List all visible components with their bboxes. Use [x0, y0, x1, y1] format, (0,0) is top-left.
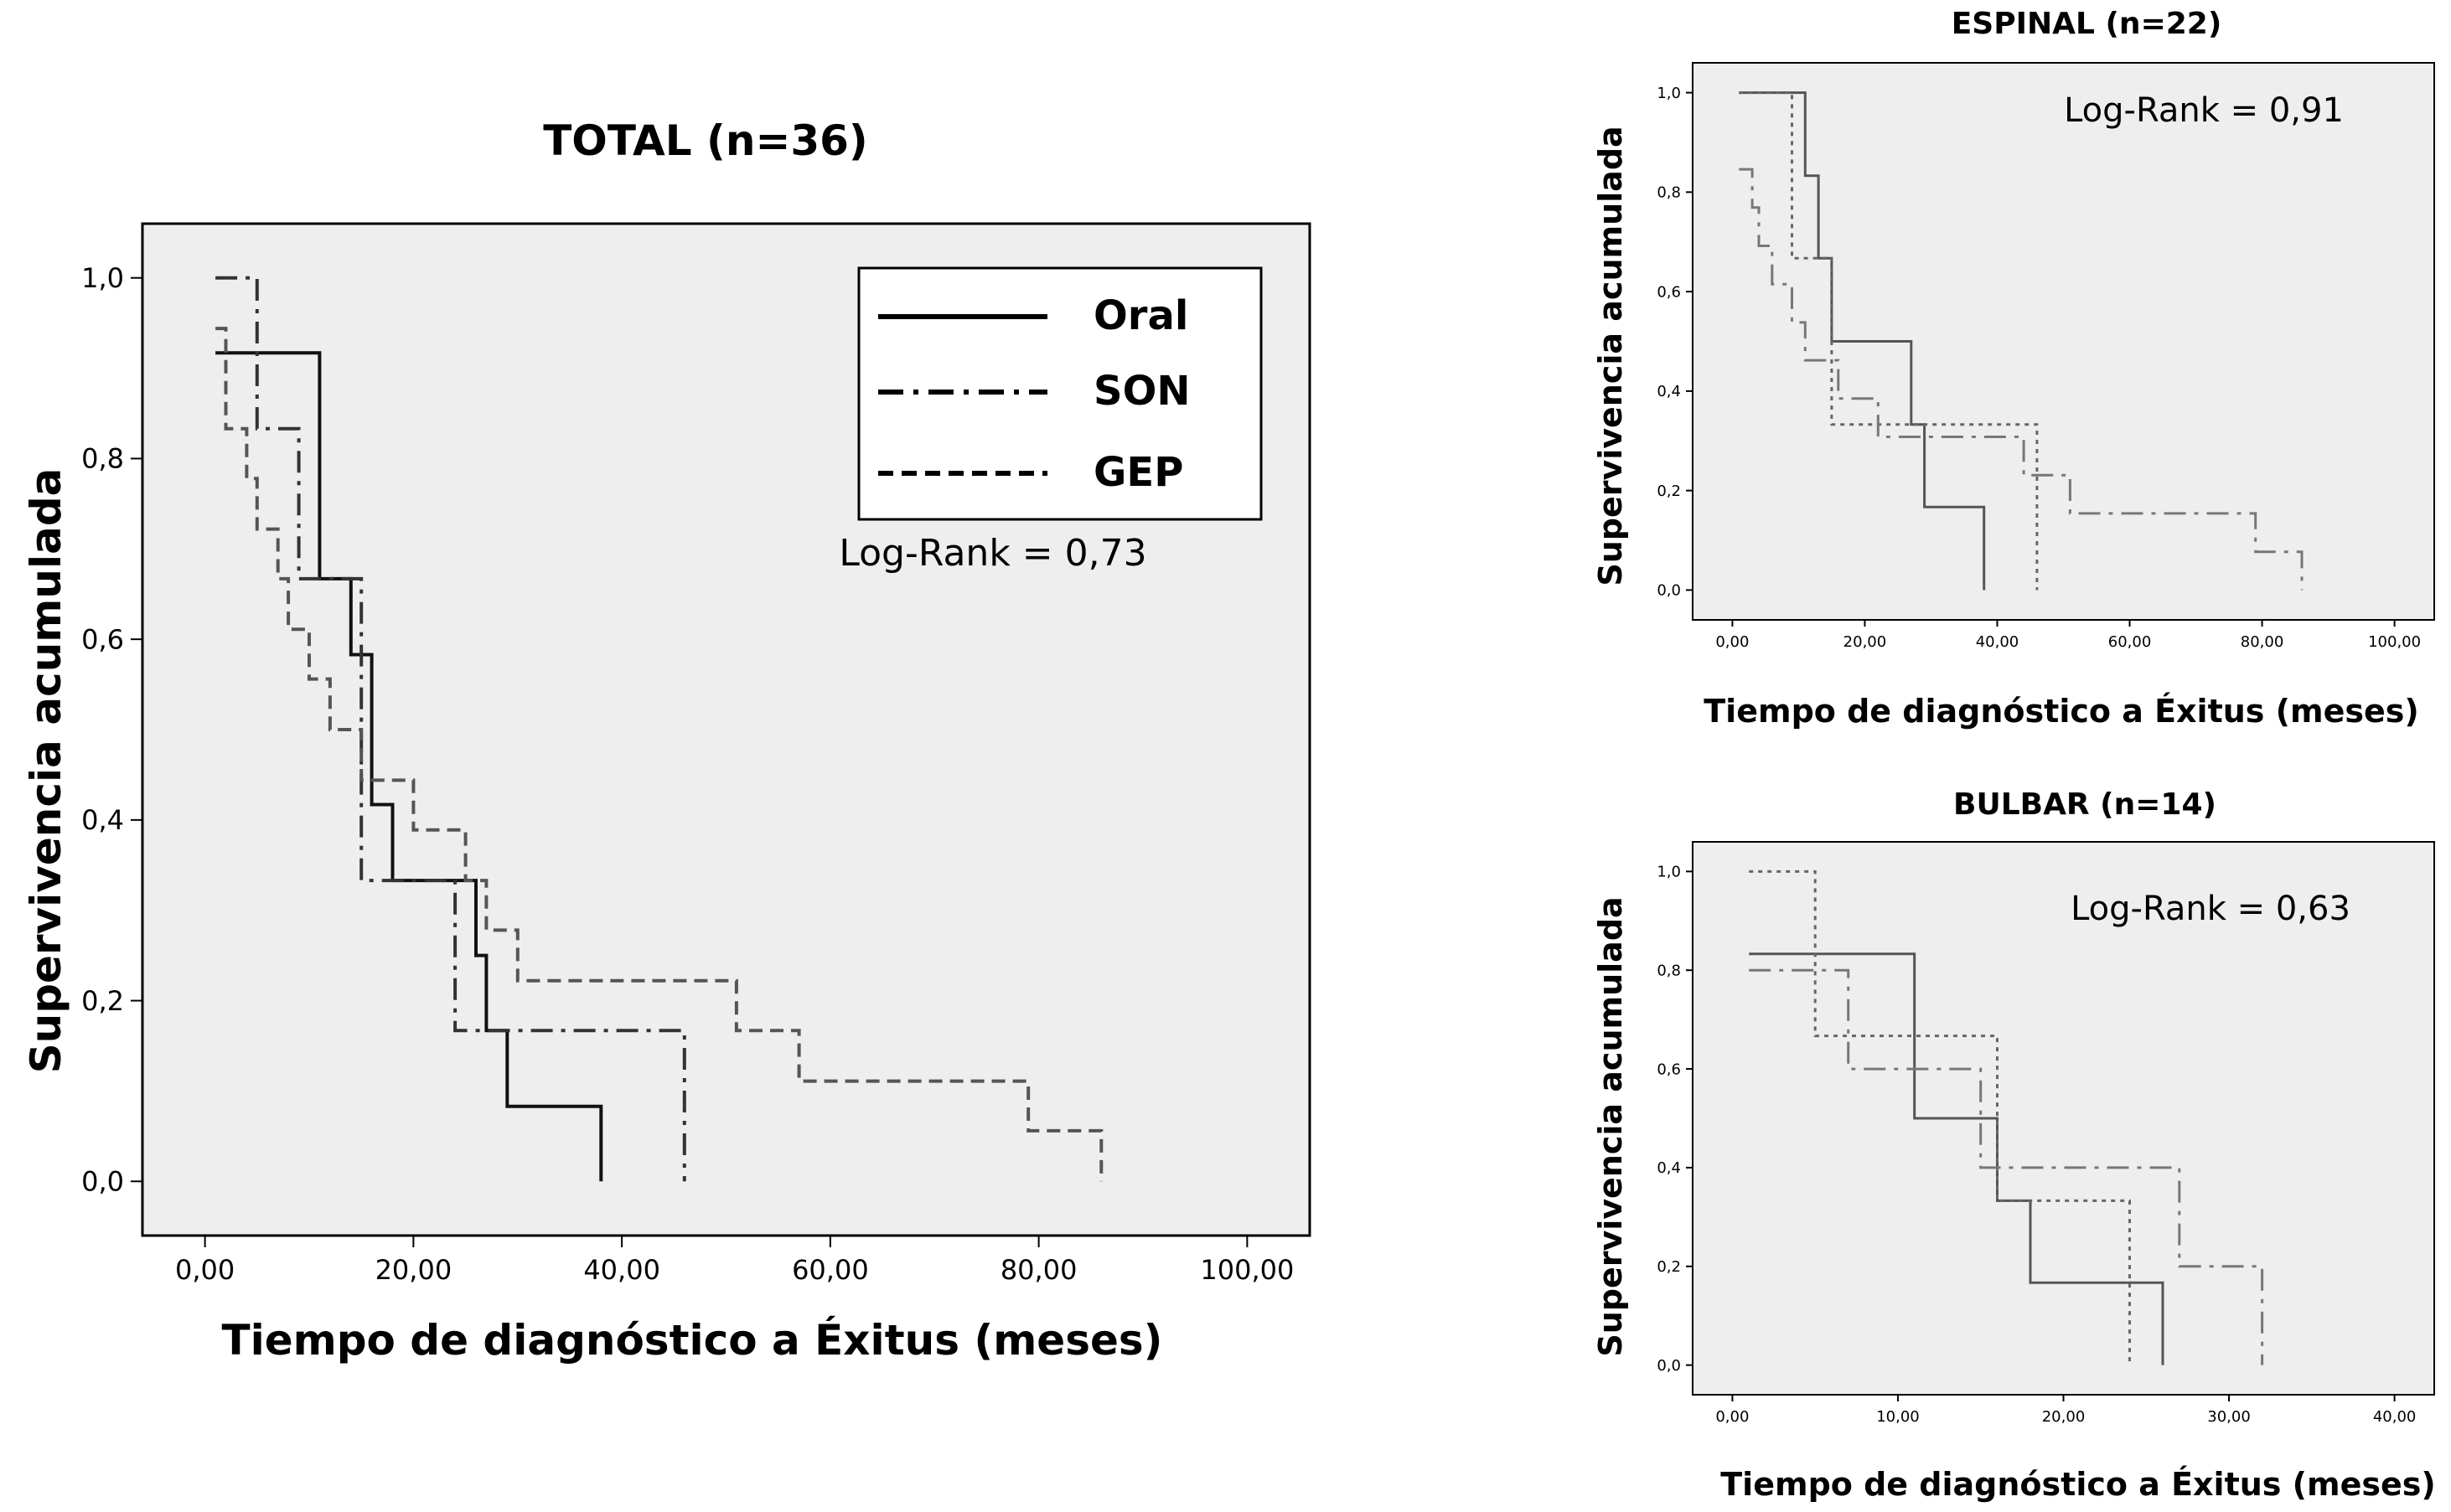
espinal-curve-series-2 — [1739, 91, 2039, 591]
total-legend: Oral SON GEP — [857, 266, 1263, 521]
bulbar-curve-series-1 — [1749, 952, 2164, 1365]
total-x-axis: 0,00 20,00 40,00 60,00 80,00 100,00 — [175, 1236, 1294, 1286]
bulbar-log-rank: Log-Rank = 0,63 — [2071, 890, 2350, 928]
espinal-x-tick-label: 40,00 — [1976, 633, 2019, 651]
legend-label-oral: Oral — [1094, 292, 1188, 339]
espinal-y-tick-label: 1,0 — [1657, 85, 1681, 102]
total-x-tick-label: 40,00 — [583, 1254, 660, 1286]
total-curve-son — [215, 276, 686, 1182]
espinal-x-axis: 0,00 20,00 40,00 60,00 80,00 100,00 — [1715, 620, 2421, 651]
panel-bulbar: BULBAR (n=14) 0,0 0,2 0,4 0,6 0,8 1,0 0,00 10,… — [1592, 787, 2436, 1503]
total-legend-box — [857, 266, 1263, 521]
bulbar-y-axis-label: Supervivencia acumulada — [1592, 896, 1629, 1356]
espinal-title: ESPINAL (n=22) — [1952, 7, 2222, 41]
espinal-y-axis: 0,0 0,2 0,4 0,6 0,8 1,0 — [1657, 85, 1693, 600]
total-curve-gep — [215, 327, 1104, 1182]
espinal-curves — [1739, 91, 2304, 591]
espinal-x-tick-label: 20,00 — [1843, 633, 1887, 651]
bulbar-y-tick-label: 0,4 — [1657, 1159, 1681, 1177]
total-x-tick-label: 20,00 — [375, 1254, 452, 1286]
bulbar-x-tick-label: 40,00 — [2373, 1408, 2417, 1426]
espinal-y-tick-label: 0,8 — [1657, 184, 1681, 202]
bulbar-y-axis: 0,0 0,2 0,4 0,6 0,8 1,0 — [1657, 864, 1693, 1375]
legend-label-gep: GEP — [1094, 449, 1183, 496]
total-x-tick-label: 100,00 — [1200, 1254, 1294, 1286]
bulbar-curves — [1749, 870, 2264, 1365]
espinal-x-tick-label: 60,00 — [2108, 633, 2152, 651]
total-curves — [215, 276, 1104, 1182]
espinal-plot-area — [1692, 62, 2435, 621]
bulbar-x-tick-label: 0,00 — [1715, 1408, 1749, 1426]
bulbar-plot-area — [1692, 841, 2435, 1396]
total-x-axis-label: Tiempo de diagnóstico a Éxitus (meses) — [221, 1315, 1162, 1365]
espinal-y-tick-label: 0,4 — [1657, 383, 1681, 400]
bulbar-y-tick-label: 0,8 — [1657, 962, 1681, 980]
bulbar-y-tick-label: 0,6 — [1657, 1060, 1681, 1078]
total-y-tick-label: 0,6 — [81, 623, 124, 655]
bulbar-x-tick-label: 10,00 — [1876, 1408, 1920, 1426]
total-title: TOTAL (n=36) — [543, 116, 868, 165]
total-y-tick-label: 0,2 — [81, 985, 124, 1017]
bulbar-y-tick-label: 1,0 — [1657, 864, 1681, 881]
total-x-tick-label: 0,00 — [175, 1254, 235, 1286]
total-y-tick-label: 0,8 — [81, 443, 124, 475]
espinal-y-tick-label: 0,2 — [1657, 482, 1681, 500]
bulbar-x-axis: 0,00 10,00 20,00 30,00 40,00 — [1715, 1395, 2416, 1426]
bulbar-x-tick-label: 30,00 — [2207, 1408, 2251, 1426]
espinal-y-tick-label: 0,0 — [1657, 582, 1681, 600]
total-y-axis-label: Supervivencia acumulada — [22, 468, 70, 1074]
bulbar-title: BULBAR (n=14) — [1953, 787, 2216, 822]
espinal-x-axis-label: Tiempo de diagnóstico a Éxitus (meses) — [1704, 693, 2419, 730]
bulbar-y-tick-label: 0,2 — [1657, 1258, 1681, 1276]
total-log-rank: Log-Rank = 0,73 — [839, 532, 1146, 575]
bulbar-curve-series-2 — [1749, 870, 2131, 1365]
legend-label-son: SON — [1094, 368, 1191, 415]
panel-total: TOTAL (n=36) 0,0 0,2 0,4 0,6 0,8 1,0 0,00 20,0… — [22, 116, 1311, 1365]
bulbar-x-tick-label: 20,00 — [2042, 1408, 2086, 1426]
bulbar-curve-series-3 — [1749, 968, 2264, 1365]
bulbar-x-axis-label: Tiempo de diagnóstico a Éxitus (meses) — [1720, 1466, 2436, 1503]
total-y-tick-label: 0,4 — [81, 804, 124, 836]
bulbar-y-tick-label: 0,0 — [1657, 1357, 1681, 1375]
total-x-tick-label: 80,00 — [1001, 1254, 1078, 1286]
espinal-x-tick-label: 80,00 — [2241, 633, 2284, 651]
total-y-tick-label: 0,0 — [81, 1165, 124, 1197]
espinal-y-axis-label: Supervivencia acumulada — [1592, 126, 1629, 586]
total-y-tick-label: 1,0 — [81, 262, 124, 294]
espinal-y-tick-label: 0,6 — [1657, 283, 1681, 301]
espinal-log-rank: Log-Rank = 0,91 — [2064, 91, 2344, 130]
total-y-axis: 0,0 0,2 0,4 0,6 0,8 1,0 — [81, 262, 142, 1197]
espinal-curve-series-3 — [1739, 168, 2304, 591]
total-x-tick-label: 60,00 — [792, 1254, 869, 1286]
espinal-x-tick-label: 0,00 — [1715, 633, 1749, 651]
espinal-x-tick-label: 100,00 — [2368, 633, 2421, 651]
panel-espinal: ESPINAL (n=22) 0,0 0,2 0,4 0,6 0,8 1,0 0,00 20… — [1592, 7, 2435, 730]
